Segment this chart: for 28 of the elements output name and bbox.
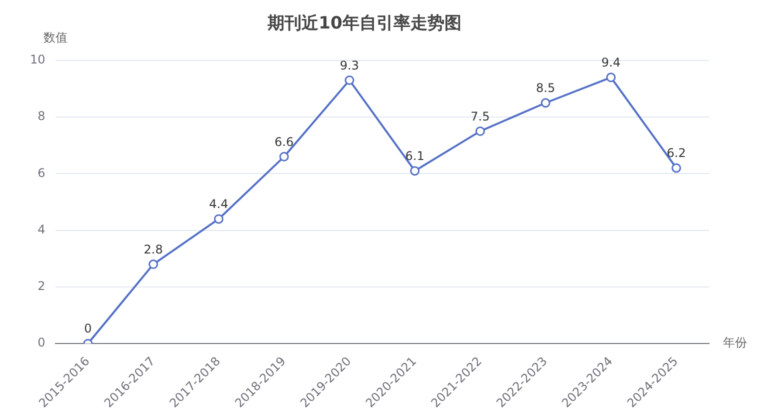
y-tick-label: 4 xyxy=(38,222,46,236)
data-label: 0 xyxy=(84,322,92,336)
y-tick-label: 0 xyxy=(38,336,46,350)
data-label: 9.4 xyxy=(601,56,620,70)
point xyxy=(148,260,158,270)
x-axis-title: 年份 xyxy=(723,336,747,350)
point xyxy=(672,163,682,173)
data-label: 9.3 xyxy=(340,58,359,72)
data-label: 6.1 xyxy=(405,148,424,163)
point xyxy=(279,152,289,162)
data-label: 6.2 xyxy=(666,146,686,160)
point xyxy=(344,75,354,85)
point xyxy=(475,126,485,136)
point xyxy=(214,214,224,224)
chart-title: 期刊近10年自引率走势图 xyxy=(266,14,462,34)
y-axis-title: 数值 xyxy=(43,30,68,45)
y-tick-label: 6 xyxy=(38,166,46,180)
point xyxy=(606,72,616,82)
data-label: 7.5 xyxy=(470,109,490,124)
y-tick-label: 10 xyxy=(30,52,46,67)
y-tick-label: 2 xyxy=(38,279,46,294)
point xyxy=(540,98,550,108)
data-label: 4.4 xyxy=(209,197,228,212)
data-label: 6.6 xyxy=(274,134,294,149)
data-label: 2.8 xyxy=(144,242,163,256)
y-tick-label: 8 xyxy=(38,109,46,124)
point xyxy=(410,166,420,176)
data-label: 8.5 xyxy=(536,81,556,95)
